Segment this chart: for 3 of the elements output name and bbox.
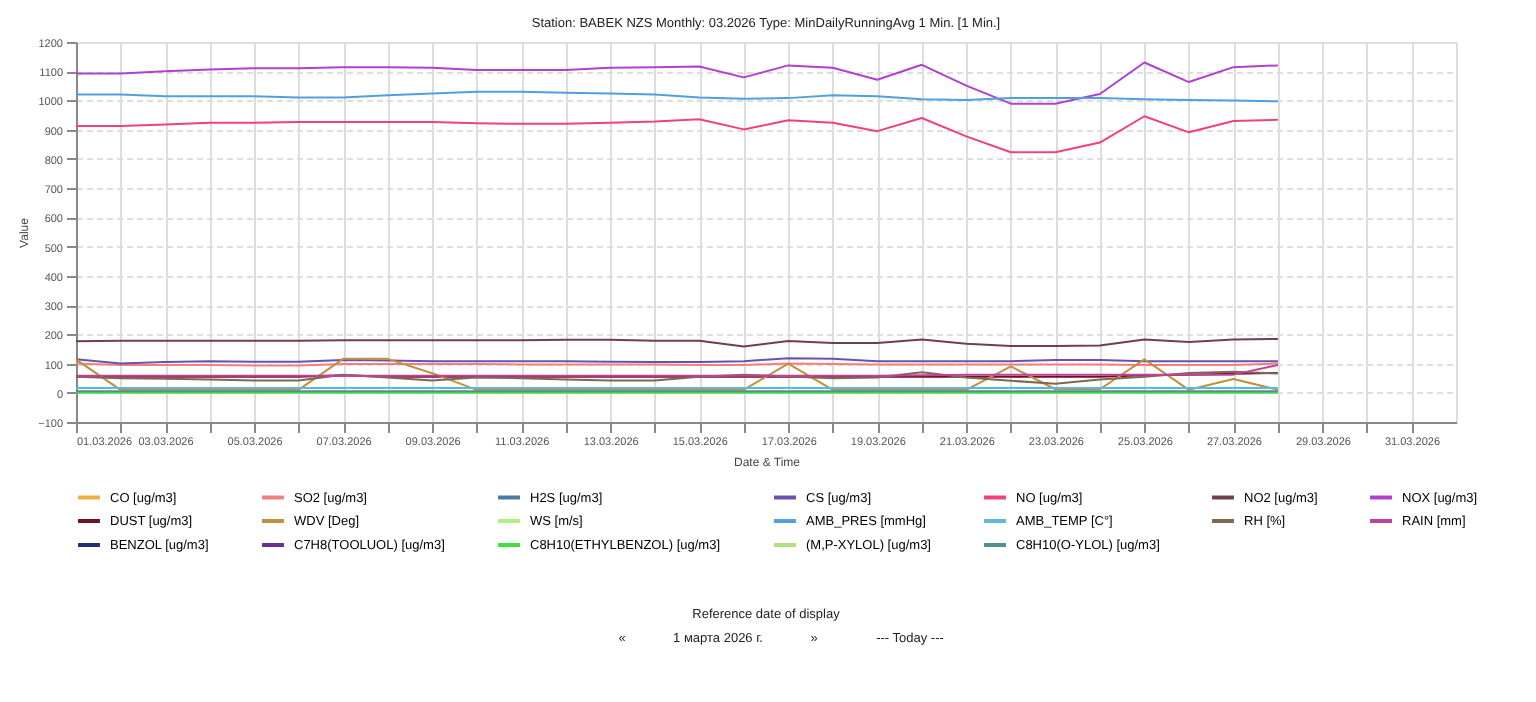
- line-series: [76, 61, 1279, 105]
- line-series: [76, 115, 1279, 154]
- line-series: [76, 357, 1279, 391]
